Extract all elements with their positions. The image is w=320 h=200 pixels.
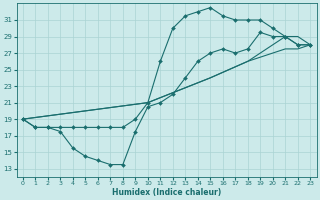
X-axis label: Humidex (Indice chaleur): Humidex (Indice chaleur) [112,188,221,197]
